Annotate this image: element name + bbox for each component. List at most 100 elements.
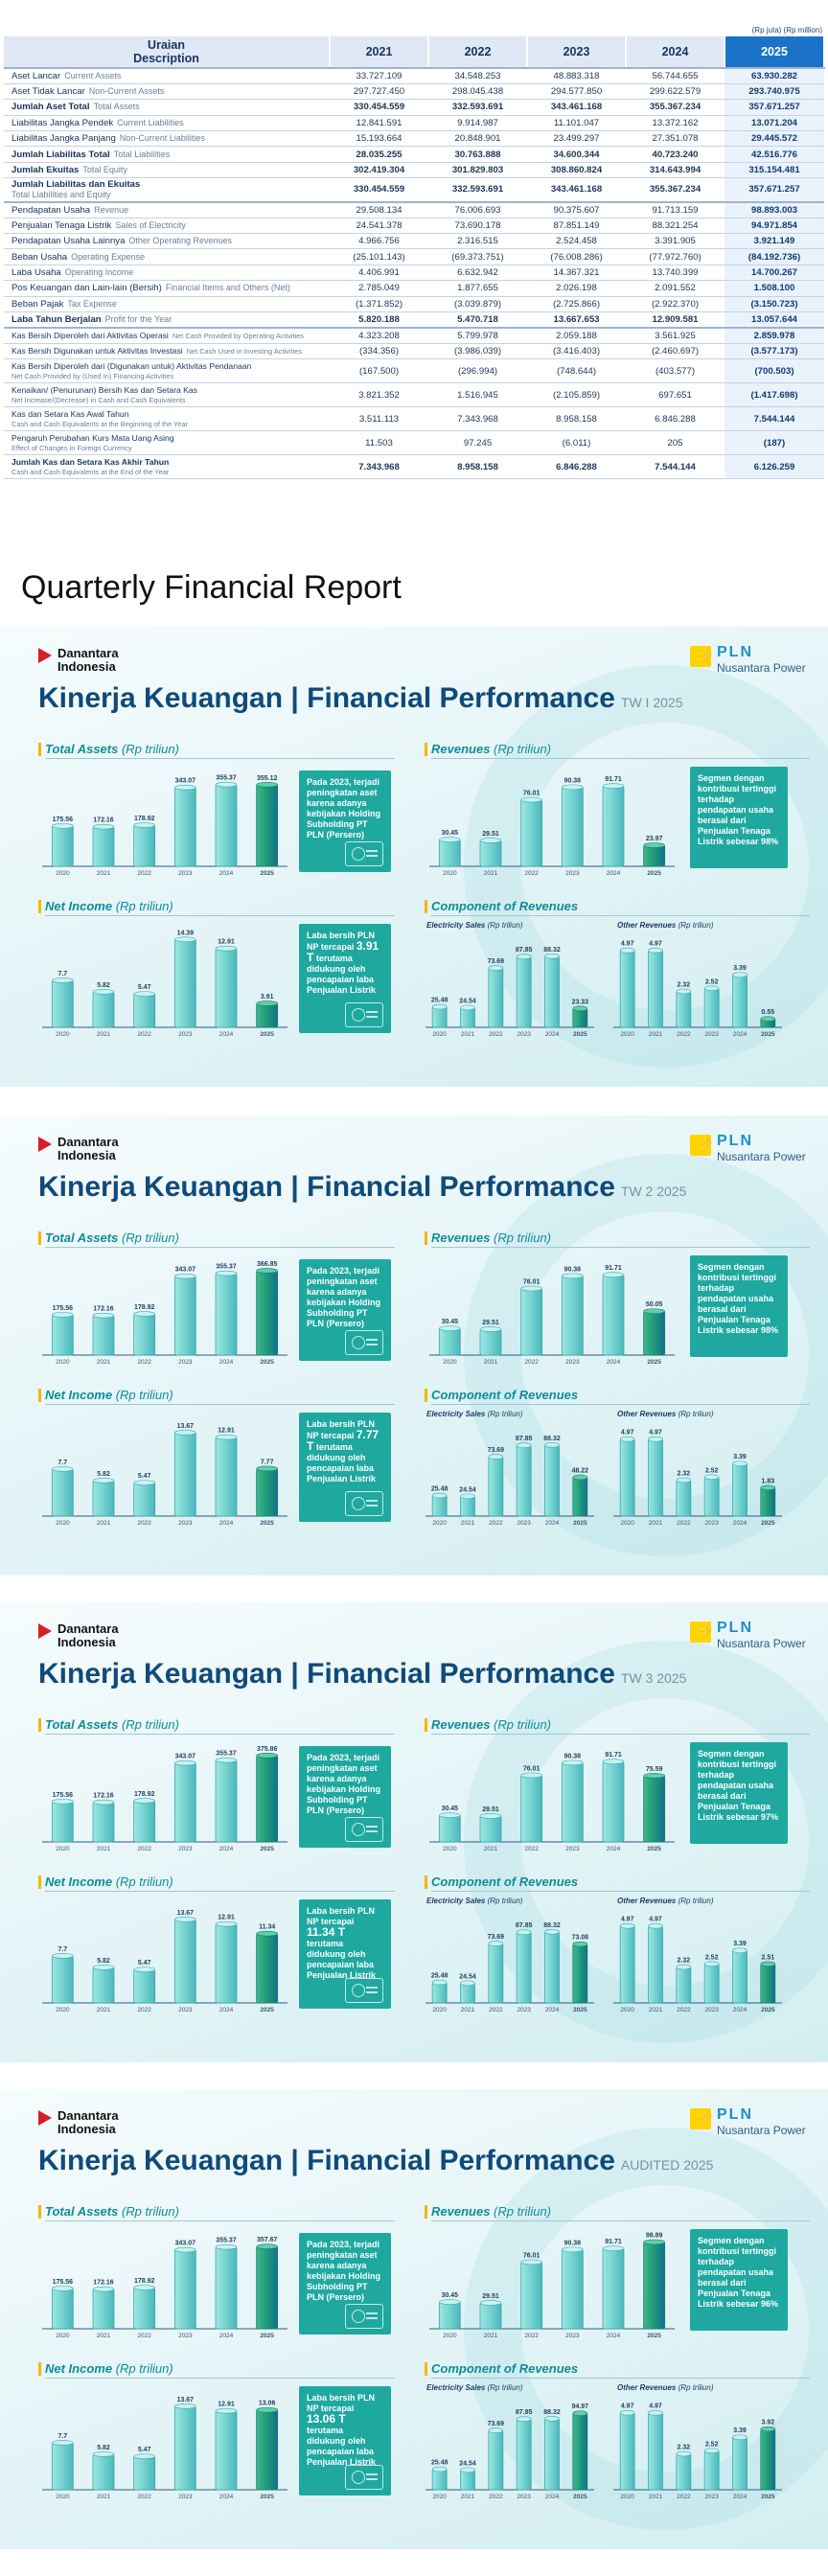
row-description: Kas Bersih Diperoleh dari Aktivitas Oper… — [4, 326, 330, 344]
table-row: Jumlah Aset Total Total Assets 330.454.559… — [4, 99, 824, 116]
bar-cap — [479, 1813, 502, 1819]
panel-accent-bar — [425, 900, 427, 913]
subheader-title: Electricity Sales — [426, 921, 486, 930]
row-value-cell: 294.577.850 — [527, 83, 626, 101]
x-tick-label: 2024 — [545, 2007, 560, 2013]
row-value-cell: 1.877.655 — [428, 280, 527, 297]
other-revenues-chart: 4.97 2020 4.97 2021 2.32 2022 2.52 2023 3.39 2024… — [613, 1909, 782, 2014]
bar-value-label: 4.97 — [649, 1430, 662, 1437]
row-description: Aset Lancar Current Assets — [4, 68, 330, 84]
row-description: Liabilitas Jangka Panjang Non-Current Lia… — [4, 130, 330, 148]
bar-2020 — [619, 1438, 635, 1517]
subheader-title: Other Revenues — [617, 2383, 677, 2392]
table-row: Liabilitas Jangka Pendek Current Liabilit… — [4, 115, 824, 132]
other-revenues-subheader: Other Revenues (Rp triliun) — [617, 1897, 714, 1905]
other-revenues-subheader: Other Revenues (Rp triliun) — [617, 921, 714, 930]
row-value-cell: 297.727.450 — [330, 83, 428, 101]
bar-2024 — [544, 1444, 560, 1517]
bar-cap — [648, 1922, 663, 1929]
panel-divider — [45, 758, 395, 759]
row-value-cell: 299.622.579 — [626, 83, 724, 101]
row-label-id: Penjualan Tenaga Listrik — [12, 219, 112, 231]
net-income-header: Net Income (Rp triliun) — [45, 2361, 173, 2376]
bar-cap — [215, 1270, 238, 1276]
x-tick-label: 2025 — [573, 2494, 587, 2500]
bar-value-label: 90.38 — [564, 777, 582, 784]
bar-cap — [256, 1465, 278, 1472]
danantara-name: Danantara — [58, 646, 119, 660]
x-tick-label: 2022 — [489, 2494, 503, 2500]
bar-2022 — [520, 799, 543, 867]
row-value-cell: 7.343.968 — [428, 406, 527, 432]
bar-cap — [602, 1759, 625, 1764]
row-value-cell: (76.008.286) — [527, 248, 626, 265]
bar-2025 — [572, 1008, 588, 1028]
subheader-unit: (Rp triliun) — [678, 1410, 714, 1418]
bar-2020 — [431, 1982, 448, 2004]
bar-cap — [174, 1430, 196, 1436]
revenues-chart: 30.45 2020 29.51 2021 76.01 2022 90.38 2023 91.7… — [429, 761, 675, 878]
x-tick-label: 2023 — [704, 1520, 719, 1527]
table-row: Beban Pajak Tax Expense (1.371.852) (3.039.… — [4, 296, 824, 312]
danantara-mark-icon — [38, 1137, 52, 1152]
bar-value-label: 355.37 — [216, 1751, 237, 1758]
row-label-id: Pendapatan Usaha — [12, 204, 91, 216]
x-tick-label: 2020 — [443, 2333, 457, 2339]
bar-cap — [52, 1312, 74, 1318]
x-tick-label: 2021 — [97, 1359, 111, 1366]
bar-cap — [479, 1326, 502, 1332]
row-value-cell: 330.454.559 — [330, 177, 428, 203]
row-value-cell: (3.150.723) — [724, 296, 824, 312]
bar-value-label: 29.51 — [482, 831, 499, 838]
bar-2022 — [676, 991, 692, 1028]
bar-cap — [133, 1798, 155, 1804]
x-tick-label: 2020 — [432, 2007, 447, 2013]
bar-cap — [520, 1285, 542, 1292]
panel-divider — [431, 1247, 810, 1248]
x-tick-label: 2024 — [219, 1846, 234, 1852]
power-plant-icon — [345, 1491, 383, 1516]
row-label-id: Jumlah Ekuitas — [12, 165, 80, 176]
x-tick-label: 2021 — [97, 2333, 111, 2339]
panel-unit: (Rp triliun) — [121, 1230, 179, 1245]
row-description: Aset Tidak Lancar Non-Current Assets — [4, 83, 330, 101]
panel-unit: (Rp triliun) — [494, 742, 552, 756]
electricity-sales-chart: 25.48 2020 24.54 2021 73.69 2022 87.85 2023 88.3… — [426, 933, 594, 1039]
panel-divider — [431, 1891, 810, 1892]
row-value-cell: 56.744.655 — [626, 68, 724, 84]
bar-value-label: 13.67 — [177, 1910, 195, 1917]
subheader-title: Electricity Sales — [426, 2383, 486, 2392]
bar-cap — [516, 1442, 532, 1449]
financial-performance-slide: Danantara Indonesia ⚡ PLN Nusantara Power Kin… — [0, 627, 828, 1087]
bar-cap — [488, 965, 504, 971]
x-tick-label: 2022 — [137, 1359, 151, 1366]
bar-value-label: 3.39 — [733, 965, 747, 972]
x-tick-label: 2020 — [620, 1520, 634, 1527]
table-row: Jumlah Kas dan Setara Kas Akhir Tahun Cas… — [4, 454, 824, 480]
table-row: Kas Bersih Digunakan untuk Aktivitas Inv… — [4, 343, 824, 360]
bar-2024 — [215, 2246, 238, 2330]
row-label-en: Total Equity — [82, 165, 127, 175]
row-value-cell: 91.713.159 — [626, 200, 724, 218]
bar-cap — [52, 2440, 74, 2446]
row-label-en: Cash and Cash Equivalents at the Beginni… — [12, 420, 189, 429]
panel-unit: (Rp triliun) — [115, 899, 173, 913]
callout-text-post: terutama didukung oleh pencapaian laba P… — [307, 1939, 377, 1980]
bar-value-label: 76.01 — [523, 1279, 540, 1286]
bar-2022 — [133, 2455, 156, 2491]
bar-cap — [488, 1941, 504, 1946]
table-row: Laba Tahun Berjalan Profit for the Year 5.… — [4, 311, 824, 329]
bar-2022 — [133, 993, 156, 1028]
bar-2021 — [92, 2453, 115, 2491]
row-label-en: Financial Items and Others (Net) — [165, 283, 290, 293]
bar-value-label: 175.56 — [53, 816, 74, 823]
row-value-cell: 308.860.824 — [527, 162, 626, 179]
net-income-chart: 7.7 2020 5.82 2021 5.47 2022 13.67 2023 12.91 202… — [42, 2379, 288, 2501]
x-tick-label: 2021 — [461, 1031, 475, 1038]
table-row: Aset Lancar Current Assets 33.727.109 34.54… — [4, 68, 824, 84]
x-tick-label: 2023 — [517, 1031, 531, 1038]
net-income-chart: 7.7 2020 5.82 2021 5.47 2022 14.39 2023 12.91 202… — [42, 916, 288, 1039]
bar-cap — [703, 1474, 720, 1481]
bar-2022 — [488, 2429, 504, 2491]
danantara-mark-icon — [38, 648, 52, 663]
